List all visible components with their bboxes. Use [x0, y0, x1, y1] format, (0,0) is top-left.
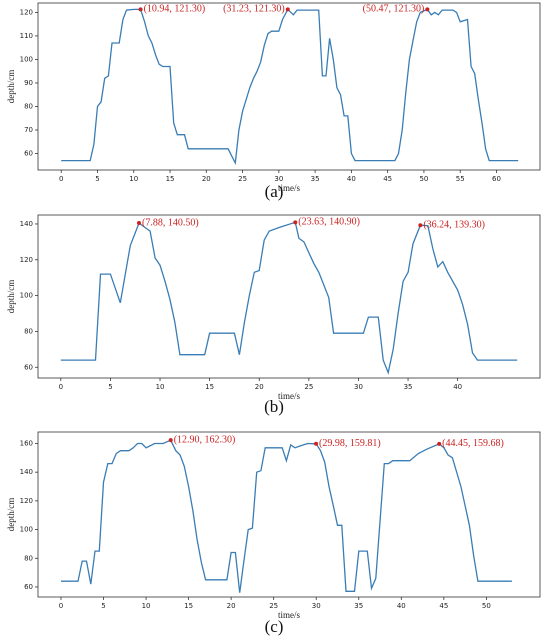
- peak-point: [136, 221, 141, 226]
- peak-point: [138, 7, 143, 12]
- x-tick-label: 45: [439, 602, 448, 610]
- y-tick-label: 100: [20, 55, 33, 63]
- y-tick-label: 60: [24, 150, 33, 158]
- x-tick-label: 25: [304, 383, 313, 391]
- peak-point: [425, 7, 430, 12]
- peak-label: (7.88, 140.50): [142, 217, 199, 228]
- x-tick-label: 10: [142, 602, 151, 610]
- peak-point: [285, 7, 290, 12]
- y-tick-label: 140: [20, 468, 33, 476]
- y-tick-label: 110: [20, 32, 33, 40]
- peak-point: [437, 441, 442, 446]
- x-tick-label: 0: [59, 383, 63, 391]
- x-tick-label: 30: [274, 175, 283, 183]
- x-tick-label: 10: [156, 383, 165, 391]
- x-axis-label: time/s: [278, 610, 300, 620]
- y-tick-label: 80: [24, 554, 33, 562]
- x-tick-label: 50: [419, 175, 428, 183]
- x-tick-label: 30: [312, 602, 321, 610]
- y-tick-label: 120: [20, 497, 33, 505]
- x-tick-label: 10: [129, 175, 138, 183]
- peak-label: (10.94, 121.30): [144, 4, 206, 15]
- x-axis-label: time/s: [278, 183, 300, 193]
- x-tick-label: 25: [269, 602, 278, 610]
- y-axis-label: depth/cm: [6, 280, 16, 314]
- y-tick-label: 90: [24, 79, 33, 87]
- peak-point: [418, 223, 423, 228]
- peak-label: (29.98, 159.81): [319, 438, 381, 449]
- x-tick-label: 45: [383, 175, 392, 183]
- x-tick-label: 35: [404, 383, 413, 391]
- peak-point: [314, 441, 319, 446]
- x-tick-label: 35: [311, 175, 320, 183]
- peak-point: [293, 220, 298, 225]
- x-tick-label: 5: [101, 602, 105, 610]
- peak-label: (36.24, 139.30): [423, 220, 485, 231]
- x-tick-label: 0: [59, 175, 63, 183]
- x-tick-label: 25: [238, 175, 247, 183]
- data-line: [61, 439, 512, 593]
- y-tick-label: 80: [24, 327, 33, 335]
- x-tick-label: 50: [482, 602, 491, 610]
- y-tick-label: 120: [20, 8, 33, 16]
- plot-frame: [37, 214, 541, 379]
- x-tick-label: 40: [397, 602, 406, 610]
- y-tick-label: 140: [20, 220, 33, 228]
- x-tick-label: 15: [166, 175, 175, 183]
- y-axis-label: depth/cm: [6, 498, 16, 532]
- caption: (b): [264, 397, 284, 416]
- x-tick-label: 40: [347, 175, 356, 183]
- y-tick-label: 100: [20, 526, 33, 534]
- plot-frame: [37, 431, 541, 598]
- caption: (a): [265, 182, 284, 201]
- plot-frame: [37, 2, 541, 171]
- y-tick-label: 60: [24, 363, 33, 371]
- x-tick-label: 20: [202, 175, 211, 183]
- x-tick-label: 40: [453, 383, 462, 391]
- data-line: [61, 8, 519, 166]
- peak-label: (31.23, 121.30): [223, 4, 285, 15]
- x-axis-label: time/s: [278, 391, 300, 401]
- x-tick-label: 35: [354, 602, 363, 610]
- y-tick-label: 60: [24, 583, 33, 591]
- x-tick-label: 20: [255, 383, 264, 391]
- y-axis-label: depth/cm: [6, 70, 16, 104]
- x-tick-label: 20: [227, 602, 236, 610]
- peak-label: (12.90, 162.30): [174, 434, 236, 445]
- peak-point: [168, 438, 173, 443]
- peak-label: (50.47, 121.30): [363, 4, 425, 15]
- data-line: [60, 221, 518, 375]
- y-tick-label: 100: [20, 292, 33, 300]
- x-tick-label: 5: [108, 383, 112, 391]
- x-tick-label: 15: [205, 383, 214, 391]
- caption: (c): [265, 617, 284, 636]
- y-tick-label: 120: [20, 256, 33, 264]
- y-tick-label: 80: [24, 102, 33, 110]
- y-tick-label: 160: [20, 439, 33, 447]
- x-tick-label: 15: [184, 602, 193, 610]
- x-tick-label: 5: [95, 175, 99, 183]
- x-tick-label: 30: [354, 383, 363, 391]
- peak-label: (44.45, 159.68): [442, 438, 504, 449]
- y-tick-label: 70: [24, 126, 33, 134]
- x-tick-label: 60: [492, 175, 501, 183]
- x-tick-label: 0: [59, 602, 63, 610]
- peak-label: (23.63, 140.90): [298, 217, 360, 228]
- x-tick-label: 55: [456, 175, 465, 183]
